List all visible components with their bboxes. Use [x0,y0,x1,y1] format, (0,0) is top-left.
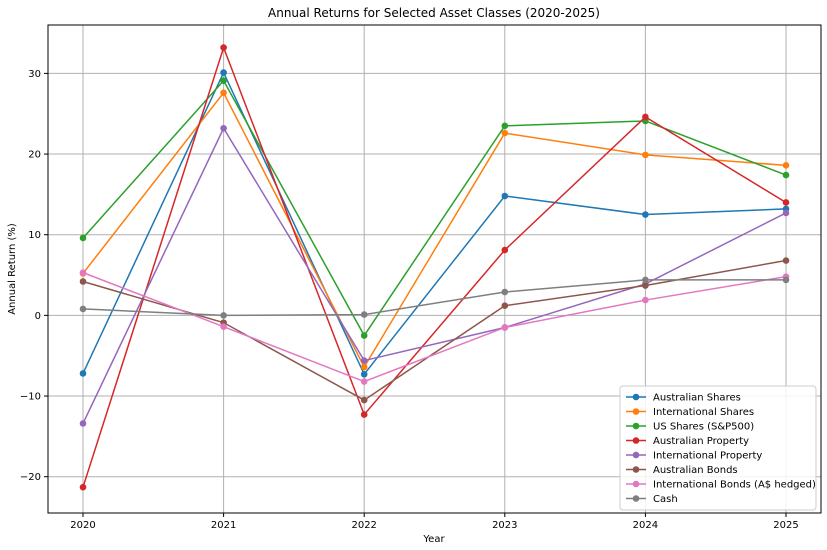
legend-item: US Shares (S&P500) [626,422,754,433]
series-line [82,70,787,376]
data-point [642,282,649,289]
legend-item: Cash [626,494,678,505]
x-tick-label: 2020 [70,520,95,531]
data-point [79,278,87,285]
legend-label: International Bonds (A$ hedged) [653,480,816,491]
series-line [82,45,787,488]
y-tick-label: −20 [20,472,41,483]
x-tick-label: 2024 [633,520,658,531]
legend-item: International Property [626,451,762,462]
legend-swatch-marker [632,480,640,488]
legend-label: International Property [653,451,762,462]
series [79,269,790,385]
legend-swatch-marker [632,422,640,430]
legend-label: Cash [653,494,678,505]
data-point [220,312,227,319]
y-tick-label: 20 [28,150,41,161]
data-point [782,209,790,217]
legend-swatch-marker [632,495,640,502]
x-tick-label: 2022 [351,520,376,531]
y-axis-label: Annual Return (%) [7,223,18,315]
data-point [642,296,649,304]
series [79,257,790,404]
legend-label: Australian Property [653,436,749,447]
series-layer [79,44,790,491]
data-point [79,305,87,313]
data-point [642,276,649,284]
data-point [642,113,649,121]
data-point [79,370,87,377]
y-tick-label: 30 [28,69,41,80]
data-point [501,192,509,200]
data-point [220,89,227,97]
data-point [782,162,790,169]
legend-label: Australian Bonds [653,465,738,476]
data-point [501,288,509,296]
data-point [642,151,649,159]
legend: Australian Shares International Shares US … [619,385,817,511]
legend-label: International Shares [653,407,754,418]
data-point [782,276,790,284]
legend-swatch-marker [632,451,640,459]
legend-swatch-marker [632,393,640,401]
y-tick-label: 10 [28,230,41,241]
legend-box [619,385,817,511]
series [79,276,790,319]
data-point [79,483,87,491]
legend-swatch-marker [632,466,640,473]
data-point [220,69,227,76]
data-point [360,332,368,339]
y-tick-label: −10 [20,392,41,403]
legend-swatch-marker [632,437,640,444]
x-tick-label: 2025 [773,520,798,531]
data-point [360,396,368,404]
series-line [82,259,787,401]
data-point [782,199,790,206]
legend-item: International Bonds (A$ hedged) [626,480,816,491]
legend-label: US Shares (S&P500) [653,422,754,433]
data-point [360,311,368,318]
axis-ticks: 2020 2021 2022 2023 2024 2025 −20 −10 0 10 20 30 [20,69,799,531]
plot-frame [47,24,822,514]
data-point [501,302,509,310]
data-point [360,411,368,418]
data-point [220,44,227,51]
data-point [220,124,227,132]
data-point [501,246,509,254]
legend-item: International Shares [626,407,754,418]
data-point [79,234,87,242]
data-point [360,378,368,385]
data-point [360,363,368,371]
series-line [82,271,787,383]
data-point [782,257,790,264]
legend-label: Australian Shares [653,393,741,404]
series-line [82,126,787,424]
legend-item: Australian Property [626,436,749,447]
series [79,44,790,491]
data-point [501,324,509,331]
series-line [82,79,787,337]
data-point [642,211,649,218]
x-tick-label: 2021 [211,520,236,531]
data-point [360,357,368,364]
data-point [220,77,227,84]
x-tick-label: 2023 [492,520,517,531]
data-point [501,122,509,130]
legend-swatch-marker [632,408,640,415]
chart-title: Annual Returns for Selected Asset Classe… [268,6,600,20]
x-axis-label: Year [422,534,445,545]
legend-item: Australian Shares [626,393,741,404]
series-line [82,279,786,317]
data-point [220,323,227,330]
data-point [79,420,87,427]
y-tick-label: 0 [35,311,41,322]
data-point [79,269,87,276]
data-point [782,171,790,179]
data-point [501,129,509,137]
legend-item: Australian Bonds [626,465,738,476]
data-point [360,370,368,378]
series [79,124,790,427]
